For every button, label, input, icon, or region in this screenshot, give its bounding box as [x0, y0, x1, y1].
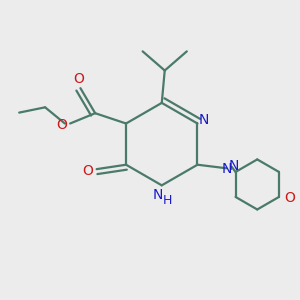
- Text: O: O: [82, 164, 93, 178]
- Text: N: N: [199, 113, 209, 127]
- Text: N: N: [229, 159, 239, 173]
- Text: O: O: [56, 118, 67, 132]
- Text: H: H: [162, 194, 172, 207]
- Text: O: O: [284, 191, 295, 206]
- Text: N: N: [222, 162, 232, 176]
- Text: O: O: [74, 72, 84, 86]
- Text: N: N: [152, 188, 163, 202]
